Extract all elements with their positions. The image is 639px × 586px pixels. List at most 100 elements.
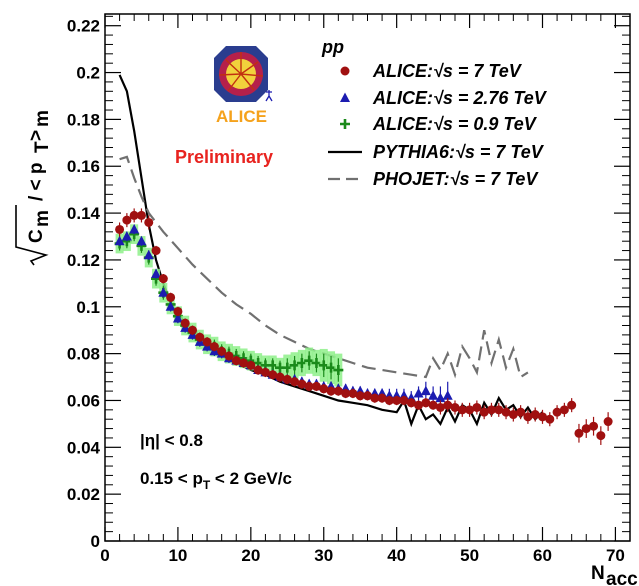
legend-label-alice-276tev: ALICE:√s = 2.76 TeV: [372, 88, 548, 108]
x-tick-label: 70: [606, 546, 625, 565]
alice-7tev-point: [151, 246, 161, 256]
alice-7tev-point: [435, 402, 445, 412]
legend-header: pp: [321, 37, 344, 57]
y-axis-title-c: C: [26, 229, 47, 243]
alice-7tev-point: [479, 407, 489, 417]
y-axis-title-sub-m: m: [32, 210, 53, 227]
y-tick-label: 0.08: [67, 345, 100, 364]
x-tick-label: 50: [460, 546, 479, 565]
alice-7tev-point: [129, 210, 139, 220]
tick-labels: 0 10 20 30 40 50 60 70 0 0.02 0.04 0.06 0.08 0.1 0.12 0…: [67, 17, 625, 565]
alice-7tev-point: [311, 381, 321, 391]
alice-7tev-point: [333, 386, 343, 396]
alice-7tev-point: [224, 351, 234, 361]
alice-276tev-point: [129, 223, 140, 234]
alice-7tev-point: [260, 367, 270, 377]
alice-276tev-point: [114, 235, 125, 246]
alice-7tev-point: [574, 428, 584, 438]
alice-7tev-point: [603, 417, 613, 427]
alice-7tev-point: [290, 377, 300, 387]
alice-7tev-point: [195, 332, 205, 342]
pt-cut-b: < 2 GeV/c: [210, 469, 292, 488]
x-axis-title-main: N: [591, 563, 605, 584]
alice-7tev-point: [486, 405, 496, 415]
alice-7tev-point: [581, 424, 591, 434]
alice-7tev-point: [158, 274, 168, 284]
alice-7tev-point: [253, 365, 263, 375]
logo-tracks: [218, 52, 264, 92]
alice-7tev-point: [428, 400, 438, 410]
alice-7tev-point: [538, 412, 547, 422]
alice-7tev-point: [494, 405, 504, 415]
y-tick-label: 0: [91, 532, 100, 551]
alice-7tev-point: [180, 318, 190, 328]
alice-7tev-point: [217, 346, 227, 356]
alice-7tev-point: [297, 379, 307, 389]
alice-7tev-point: [508, 410, 518, 420]
alice-7tev-point: [559, 405, 569, 415]
sqrt-sign: [15, 205, 49, 266]
alice-7tev-point: [443, 400, 453, 410]
alice-7tev-point: [472, 402, 482, 412]
alice-276tev-point: [151, 268, 162, 278]
alice-7tev-point: [370, 393, 380, 403]
alice-7tev-point: [399, 395, 409, 405]
alice-7tev-point: [530, 410, 540, 420]
pt-cut-label: 0.15 < pT < 2 GeV/c: [140, 469, 292, 492]
legend-label-alice-09tev: ALICE:√s = 0.9 TeV: [372, 114, 538, 134]
alice-7tev-point: [501, 407, 511, 417]
y-tick-label: 0.22: [67, 17, 100, 36]
alice-7tev-point: [275, 372, 285, 382]
y-tick-label: 0.1: [76, 298, 100, 317]
alice-7tev-point: [377, 393, 387, 403]
alice-7tev-point: [115, 224, 125, 234]
alice-7tev-point: [326, 386, 336, 396]
alice-7tev-point: [239, 358, 249, 368]
alice-7tev-point: [348, 388, 358, 398]
alice-7tev-point: [341, 388, 351, 398]
y-axis-title-gt: >: [26, 130, 47, 141]
y-tick-label: 0.18: [67, 110, 100, 129]
logo-person-icon: [265, 90, 273, 102]
alice-7tev-point: [523, 412, 533, 422]
alice-7tev-point: [552, 407, 562, 417]
logo-label: ALICE: [216, 107, 267, 126]
phojet-line: [119, 155, 529, 379]
alice-276tev-point: [172, 312, 183, 323]
alice-7tev-point: [589, 421, 599, 431]
alice-276tev-point: [158, 287, 169, 297]
x-tick-label: 20: [241, 546, 260, 565]
alice-276tev-point: [420, 385, 431, 396]
eta-cut-label: |η| < 0.8: [140, 431, 203, 450]
alice-7tev-point: [231, 356, 241, 366]
alice-7tev-point: [545, 414, 555, 424]
alice-276tev-point: [413, 387, 424, 398]
alice-276tev-point: [428, 390, 439, 400]
legend-swatch-alice-7tev: [340, 66, 350, 76]
plot-frame: [104, 13, 631, 542]
alice-7tev-point: [268, 370, 278, 380]
pt-cut-a: 0.15 < p: [140, 469, 203, 488]
alice-7tev-point: [457, 405, 467, 415]
legend-label-phojet: PHOJET:√s = 7 TeV: [373, 169, 539, 189]
alice-logo: ALICE: [214, 46, 273, 126]
y-tick-label: 0.12: [67, 251, 100, 270]
x-tick-label: 10: [168, 546, 187, 565]
y-tick-label: 0.14: [67, 204, 101, 223]
legend-label-pythia: PYTHIA6:√s = 7 TeV: [373, 142, 545, 162]
y-tick-label: 0.16: [67, 157, 100, 176]
y-axis-title-rest: / < p: [26, 162, 47, 201]
y-axis-title-sub-t: T: [32, 141, 53, 153]
alice-7tev-point: [596, 431, 606, 441]
x-tick-label: 60: [533, 546, 552, 565]
alice-276tev-point: [143, 249, 154, 260]
alice-7tev-point: [355, 391, 365, 401]
alice-7tev-point: [304, 381, 314, 391]
x-axis-title-sub: acc: [606, 569, 638, 586]
x-tick-label: 0: [100, 546, 109, 565]
preliminary-label: Preliminary: [175, 147, 273, 167]
alice-7tev-point: [122, 215, 132, 225]
alice-7tev-point: [414, 400, 424, 410]
ticks: [104, 14, 631, 542]
